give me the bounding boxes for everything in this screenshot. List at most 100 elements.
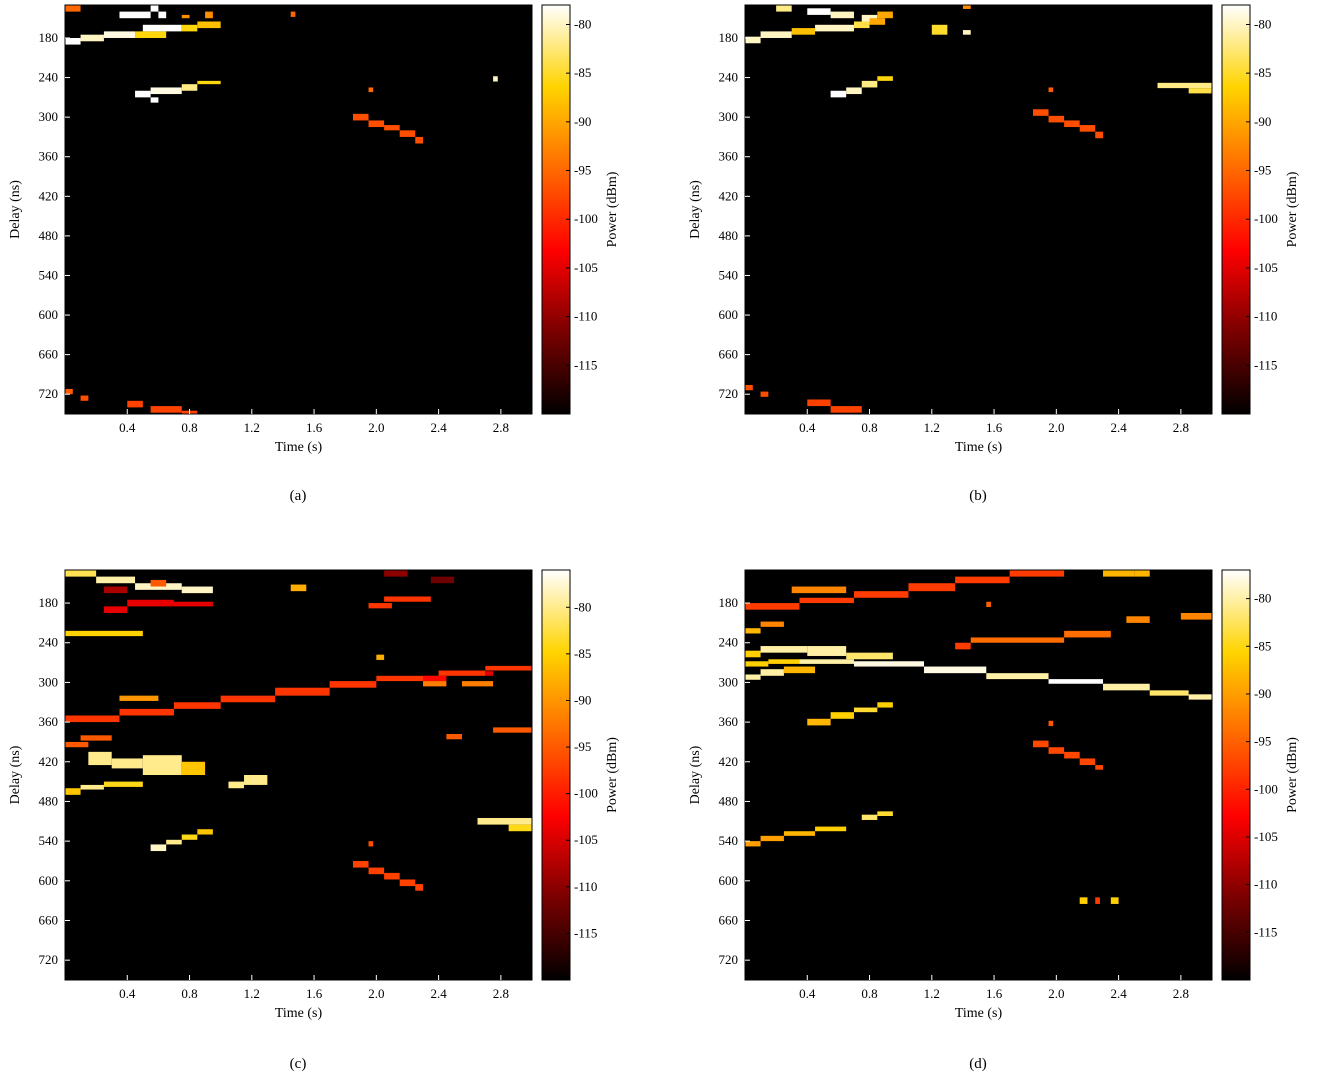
colorbar-tick-label: -100 bbox=[1254, 211, 1278, 226]
colorbar-tick-label: -80 bbox=[1254, 16, 1271, 31]
y-axis-label: Delay (ns) bbox=[688, 745, 703, 804]
colorbar bbox=[541, 4, 571, 415]
heatmap-cell bbox=[368, 841, 374, 847]
colorbar-tick-label: -85 bbox=[574, 646, 591, 661]
plot-background bbox=[745, 5, 1212, 414]
y-tick-label: 540 bbox=[39, 833, 59, 848]
x-tick-label: 2.4 bbox=[1110, 986, 1127, 1001]
colorbar-tick-label: -110 bbox=[1254, 877, 1277, 892]
y-tick-label: 300 bbox=[719, 109, 739, 124]
heatmap-cell bbox=[1048, 115, 1065, 123]
x-tick-label: 2.4 bbox=[1110, 420, 1127, 435]
heatmap-cell bbox=[986, 601, 991, 608]
heatmap-cell bbox=[1188, 88, 1212, 94]
heatmap-cell bbox=[1110, 897, 1119, 904]
caption-d: (d) bbox=[969, 1056, 987, 1072]
y-tick-label: 540 bbox=[719, 833, 739, 848]
heatmap-cell bbox=[970, 637, 1065, 643]
heatmap-cell bbox=[111, 758, 143, 769]
colorbar-tick-label: -105 bbox=[1254, 829, 1278, 844]
y-tick-label: 360 bbox=[39, 149, 59, 164]
heatmap-cell bbox=[853, 661, 925, 667]
heatmap-cell bbox=[415, 884, 424, 891]
y-tick-label: 180 bbox=[39, 595, 59, 610]
caption-b: (b) bbox=[969, 488, 987, 504]
heatmap-cell bbox=[1079, 897, 1088, 904]
heatmap-cell bbox=[150, 87, 182, 95]
heatmap-cell bbox=[962, 30, 971, 35]
y-axis-label: Delay (ns) bbox=[8, 180, 23, 239]
heatmap-cell bbox=[986, 673, 1049, 680]
y-tick-label: 240 bbox=[39, 635, 59, 650]
heatmap-cell bbox=[150, 97, 159, 103]
heatmap-cell bbox=[80, 784, 104, 790]
heatmap-cell bbox=[103, 781, 143, 787]
heatmap-cell bbox=[1188, 694, 1212, 700]
y-tick-label: 660 bbox=[39, 347, 59, 362]
heatmap-cell bbox=[783, 831, 816, 836]
colorbar-tick-label: -90 bbox=[1254, 114, 1271, 129]
y-tick-label: 600 bbox=[719, 873, 739, 888]
heatmap-cell bbox=[955, 642, 971, 650]
heatmap-cell bbox=[877, 11, 893, 19]
heatmap-cell bbox=[846, 652, 893, 660]
colorbar-tick-label: -105 bbox=[1254, 260, 1278, 275]
heatmap-cell bbox=[853, 707, 878, 713]
heatmap-cell bbox=[135, 31, 167, 38]
y-tick-label: 420 bbox=[719, 754, 739, 769]
x-axis-label: Time (s) bbox=[955, 1006, 1003, 1021]
x-tick-label: 2.8 bbox=[1173, 420, 1189, 435]
heatmap-cell bbox=[173, 601, 213, 607]
heatmap-cell bbox=[485, 671, 494, 676]
caption-a: (a) bbox=[290, 488, 307, 504]
heatmap-cell bbox=[1157, 82, 1212, 89]
colorbar-tick-label: -115 bbox=[574, 925, 597, 940]
heatmap-cell bbox=[1079, 758, 1096, 766]
colorbar-tick-label: -85 bbox=[1254, 65, 1271, 80]
heatmap-cell bbox=[181, 586, 213, 594]
heatmap-cell bbox=[799, 659, 854, 664]
heatmap-cell bbox=[376, 675, 439, 682]
heatmap-cell bbox=[150, 844, 167, 852]
heatmap-cell bbox=[65, 715, 120, 723]
heatmap-cell bbox=[745, 384, 753, 391]
y-tick-label: 300 bbox=[719, 674, 739, 689]
heatmap-cell bbox=[150, 579, 167, 587]
x-tick-label: 1.6 bbox=[986, 420, 1003, 435]
heatmap-cell bbox=[807, 8, 831, 15]
heatmap-cell bbox=[877, 811, 893, 816]
heatmap-cell bbox=[88, 751, 112, 766]
heatmap-cell bbox=[352, 860, 369, 868]
heatmap-panel-a: 0.4 0.8 1.2 1.6 2.0 2.4 2.8 180 240 300 360 420 480 5… bbox=[8, 4, 620, 455]
x-tick-label: 2.0 bbox=[1048, 986, 1064, 1001]
y-axis-label: Delay (ns) bbox=[688, 180, 703, 239]
y-tick-label: 300 bbox=[39, 674, 59, 689]
heatmap-cell bbox=[1032, 740, 1049, 748]
heatmap-cell bbox=[150, 406, 182, 413]
heatmap-cell bbox=[181, 24, 198, 32]
heatmap-cell bbox=[1048, 679, 1104, 684]
colorbar-tick-label: -100 bbox=[1254, 781, 1278, 796]
heatmap-cell bbox=[745, 674, 761, 680]
heatmap-cell bbox=[142, 755, 182, 775]
heatmap-cell bbox=[791, 586, 847, 594]
x-axis-label: Time (s) bbox=[955, 440, 1003, 455]
colorbar-tick-label: -95 bbox=[574, 739, 591, 754]
heatmap-cell bbox=[760, 646, 808, 653]
x-tick-label: 2.8 bbox=[493, 986, 509, 1001]
heatmap-cell bbox=[119, 11, 151, 19]
heatmap-cell bbox=[399, 130, 416, 137]
heatmap-cell bbox=[853, 591, 909, 598]
colorbar-tick-label: -110 bbox=[1254, 309, 1277, 324]
heatmap-cell bbox=[399, 879, 416, 887]
heatmap-cell bbox=[1048, 720, 1054, 727]
y-tick-label: 660 bbox=[39, 912, 59, 927]
colorbar-tick-label: -115 bbox=[574, 357, 597, 372]
x-tick-label: 0.4 bbox=[799, 420, 816, 435]
heatmap-cell bbox=[799, 597, 854, 604]
heatmap-cell bbox=[290, 11, 296, 17]
heatmap-cell bbox=[461, 681, 494, 687]
heatmap-cell bbox=[376, 654, 385, 660]
x-tick-label: 2.8 bbox=[493, 420, 509, 435]
heatmap-cell bbox=[384, 872, 400, 880]
